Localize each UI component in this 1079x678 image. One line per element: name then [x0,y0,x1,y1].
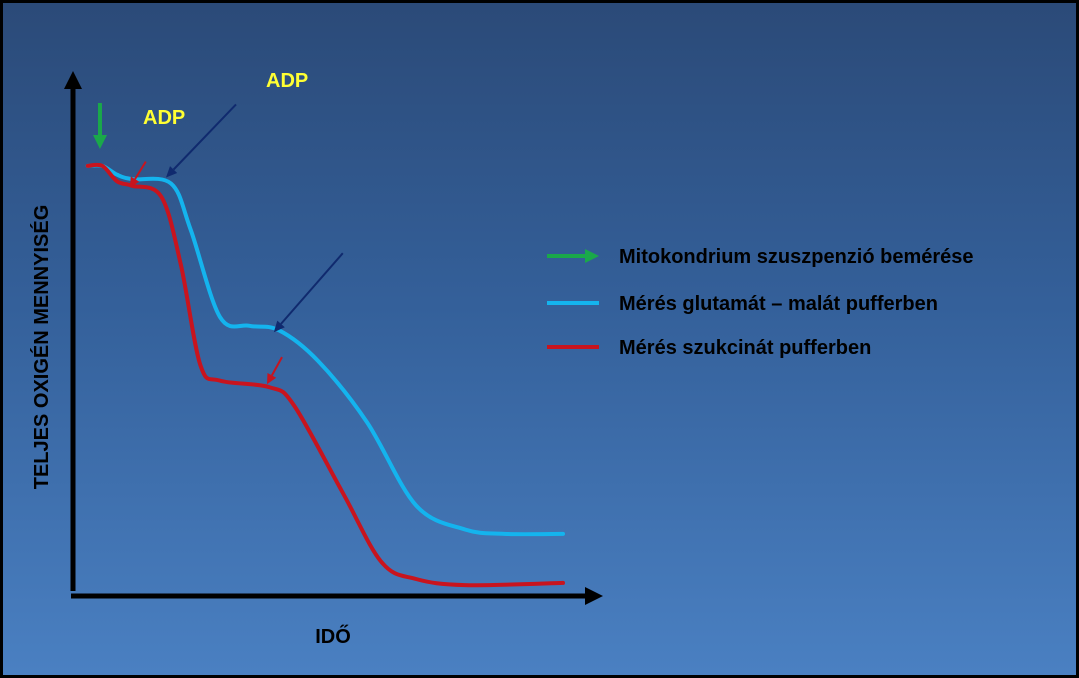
arrow-icon-adp-glutamate-shaft [172,103,237,171]
legend-arrowhead [585,249,599,263]
arrow-icon-mitochondria-head [93,135,107,149]
x-axis-title: IDŐ [315,625,351,648]
legend-item-mitochondria: Mitokondrium szuszpenzió bemérése [547,246,974,268]
arrow-icon-plateau-succinate [267,356,283,385]
y-axis-title: TELJES OXIGÉN MENNYISÉG [30,205,53,490]
arrow-icon-adp-glutamate [166,103,237,178]
oxygen-chart: IDŐ TELJES OXIGÉN MENNYISÉG ADP ADP Mito… [30,70,974,648]
arrow-icon-plateau-succinate-shaft [271,356,283,376]
legend: Mitokondrium szuszpenzió bemérése Mérés … [547,246,974,359]
arrow-icon-plateau-glutamate [273,252,344,333]
arrow-icon-adp-glutamate-head [166,166,178,178]
arrow-icon-mitochondria [93,102,107,149]
arrow-icon-plateau-glutamate-shaft [280,252,344,325]
series-layer [85,162,565,588]
series-line-glutamate [85,163,565,537]
annotation-layer [93,102,344,385]
arrow-icon-adp-succinate [129,161,147,188]
y-axis-arrowhead [64,71,82,89]
series-line-succinate [85,162,565,588]
x-axis-arrowhead [585,587,603,605]
legend-item-glutamate: Mérés glutamát – malát pufferben [547,293,938,315]
adp-label-2: ADP [266,70,308,92]
arrow-icon-adp-succinate-shaft [134,161,147,180]
legend-item-succinate: Mérés szukcinát pufferben [547,337,871,359]
adp-label-1: ADP [143,107,185,129]
legend-label-succinate: Mérés szukcinát pufferben [619,337,871,359]
arrow-icon-plateau-glutamate-head [273,320,285,333]
arrow-icon-adp-succinate-head [129,176,140,188]
legend-label-mitochondria: Mitokondrium szuszpenzió bemérése [619,246,974,268]
arrow-icon-plateau-succinate-head [267,373,277,385]
legend-label-glutamate: Mérés glutamát – malát pufferben [619,293,938,315]
